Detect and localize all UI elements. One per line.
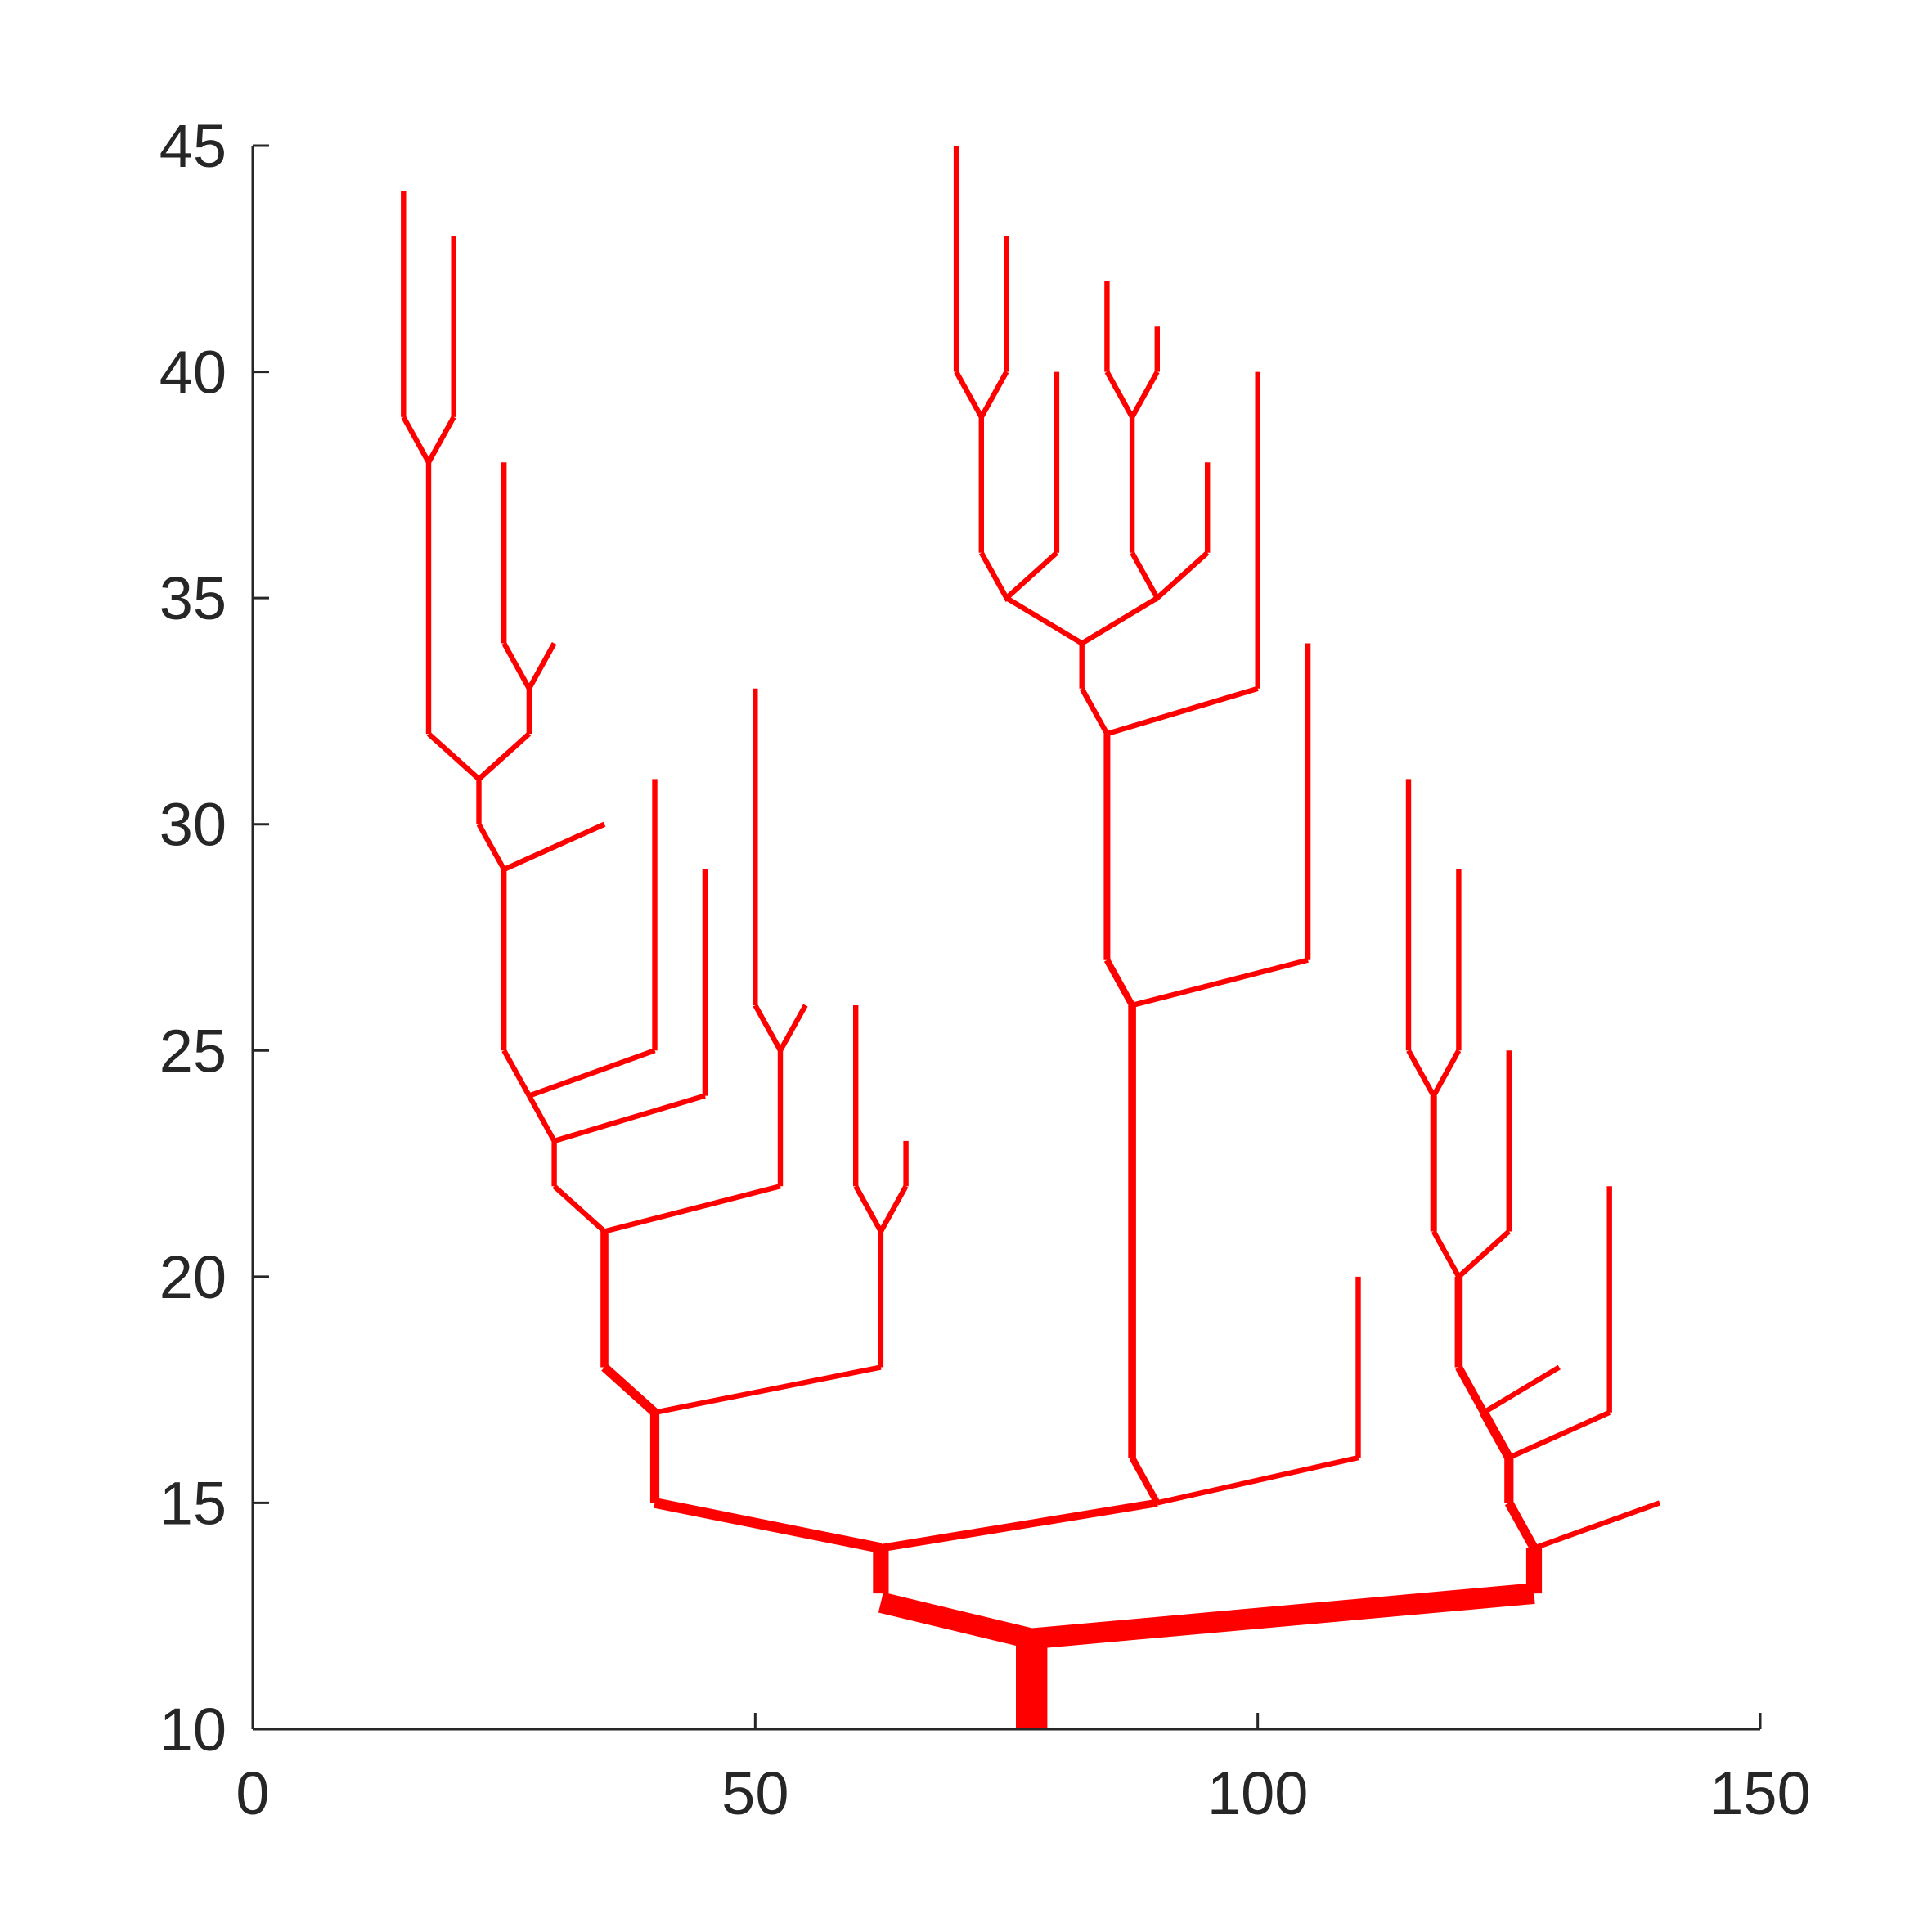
branch-segment-68 xyxy=(1509,1413,1610,1458)
x-tick-label: 100 xyxy=(1207,1759,1308,1827)
branch-segment-21 xyxy=(529,1096,555,1141)
branch-segment-37 xyxy=(504,644,554,689)
branch-segment-64 xyxy=(1509,1503,1534,1548)
branch-segment-18 xyxy=(755,1005,806,1050)
branch-segment-16 xyxy=(604,1186,780,1231)
branch-segment-22 xyxy=(555,1096,705,1141)
branch-segment-40 xyxy=(1157,1458,1359,1503)
branch-segment-48 xyxy=(1107,689,1257,734)
branch-segment-6 xyxy=(881,1503,1157,1548)
x-tick-label: 0 xyxy=(236,1759,269,1827)
branch-segment-43 xyxy=(1107,960,1132,1005)
branch-segment-44 xyxy=(1132,960,1308,1005)
y-tick-label: 20 xyxy=(160,1243,227,1311)
branch-segment-51 xyxy=(1007,598,1157,643)
y-tick-label: 40 xyxy=(160,339,227,407)
y-tick-label: 25 xyxy=(160,1017,227,1085)
x-tick-label: 150 xyxy=(1710,1759,1810,1827)
y-tick-label: 30 xyxy=(160,791,227,859)
y-tick-label: 45 xyxy=(160,112,227,180)
branch-segment-65 xyxy=(1534,1503,1660,1548)
branch-segment-5 xyxy=(655,1503,881,1548)
branch-segment-15 xyxy=(555,1186,604,1231)
branch-segment-31 xyxy=(429,734,529,779)
branch-segment-9 xyxy=(655,1368,881,1413)
branch-segment-55 xyxy=(956,372,1006,417)
x-tick-label: 50 xyxy=(721,1759,789,1827)
branch-series xyxy=(403,146,1660,1729)
branch-segment-73 xyxy=(1434,1232,1509,1277)
branch-segment-52 xyxy=(982,553,1057,598)
branch-segment-28 xyxy=(479,824,505,869)
branch-segment-67 xyxy=(1484,1413,1509,1458)
branch-segment-76 xyxy=(1409,1050,1458,1095)
branch-segment-61 xyxy=(1107,372,1157,417)
branch-segment-39 xyxy=(1132,1458,1157,1503)
branch-segment-11 xyxy=(856,1186,905,1231)
y-tick-label: 10 xyxy=(160,1696,227,1764)
branch-segment-58 xyxy=(1132,553,1207,598)
branch-segment-24 xyxy=(504,1050,529,1095)
branch-segment-33 xyxy=(403,417,453,462)
branch-segment-25 xyxy=(529,1050,655,1095)
y-tick-label: 35 xyxy=(160,564,227,632)
branch-segment-47 xyxy=(1082,689,1108,734)
branch-segment-2 xyxy=(1031,1593,1534,1638)
branch-segment-71 xyxy=(1484,1368,1559,1413)
branch-segment-70 xyxy=(1458,1368,1484,1413)
axes: 0 50 100 150 10 15 20 25 30 35 40 45 xyxy=(160,112,1811,1827)
branch-segment-1 xyxy=(881,1602,1031,1638)
branch-segment-8 xyxy=(604,1368,655,1413)
branch-segment-29 xyxy=(504,824,604,869)
y-tick-label: 15 xyxy=(160,1469,227,1537)
